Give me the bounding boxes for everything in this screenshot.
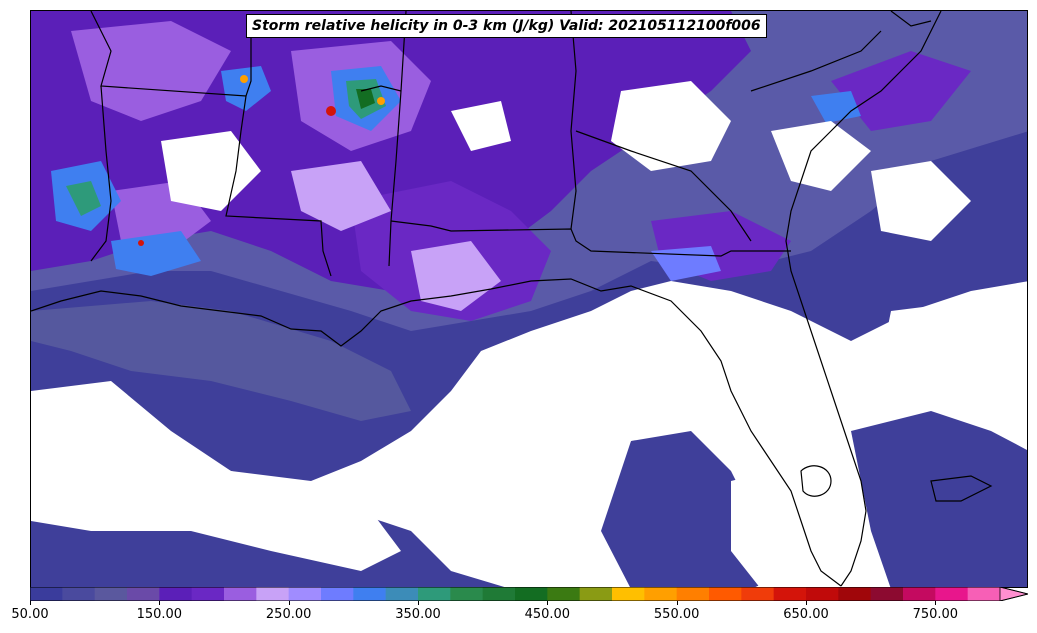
colorbar-swatch: [191, 587, 225, 601]
colorbar-swatch: [870, 587, 904, 601]
colorbar-tick-label: 50.00: [11, 607, 49, 622]
colorbar-swatch: [288, 587, 322, 601]
colorbar-tick-mark: [418, 601, 419, 605]
colorbar-tick-mark: [288, 601, 290, 605]
colorbar-swatch: [94, 587, 128, 601]
colorbar-outline: [30, 587, 1028, 601]
colorbar: [30, 587, 1028, 601]
colorbar-swatch: [450, 587, 484, 601]
helicity-map: [31, 11, 1027, 587]
colorbar-tick-label: 550.00: [653, 607, 700, 622]
colorbar-tick-mark: [547, 601, 549, 605]
colorbar-swatch: [676, 587, 710, 601]
colorbar-extend-arrow: [999, 587, 1028, 601]
colorbar-tick-mark: [30, 601, 31, 605]
colorbar-swatch: [612, 587, 645, 601]
coastlines: [31, 11, 993, 587]
colorbar-tick-label: 150.00: [136, 607, 183, 622]
map-panel: [30, 10, 1028, 588]
colorbar-swatch: [838, 587, 872, 601]
colorbar-tick-mark: [159, 601, 161, 605]
colorbar-swatch: [321, 587, 354, 601]
colorbar-swatch: [30, 587, 63, 601]
colorbar-swatch: [256, 587, 290, 601]
colorbar-swatch: [224, 587, 257, 601]
colorbar-swatch: [62, 587, 96, 601]
colorbar-tick-label: 350.00: [395, 607, 441, 622]
colorbar-swatch: [773, 587, 807, 601]
state-borders: [90, 11, 932, 277]
helicity-field-high: [51, 66, 861, 281]
colorbar-tick-label: 250.00: [265, 607, 312, 622]
colorbar-swatch: [547, 587, 581, 601]
map-title: Storm relative helicity in 0-3 km (J/kg)…: [246, 14, 767, 38]
colorbar-ticks: 50.00 150.00 250.00 350.00 450.00 550.00 650.0…: [0, 601, 1037, 631]
colorbar-tick-label: 650.00: [783, 607, 829, 622]
colorbar-swatch: [482, 587, 516, 601]
colorbar-swatch: [709, 587, 742, 601]
colorbar-swatch: [644, 587, 678, 601]
colorbar-swatch: [741, 587, 775, 601]
colorbar-swatch: [806, 587, 839, 601]
colorbar-tick-mark: [935, 601, 937, 605]
colorbar-swatch: [385, 587, 419, 601]
colorbar-tick-mark: [806, 601, 807, 605]
colorbar-tick-label: 450.00: [524, 607, 571, 622]
colorbar-swatch: [159, 587, 193, 601]
colorbar-swatch: [903, 587, 936, 601]
below-threshold-areas: [31, 81, 1027, 587]
colorbar-tick-mark: [676, 601, 678, 605]
colorbar-swatch: [353, 587, 387, 601]
colorbar-swatches: [30, 587, 1028, 601]
colorbar-tick-label: 750.00: [912, 607, 959, 622]
colorbar-swatch: [418, 587, 451, 601]
colorbar-swatch: [515, 587, 548, 601]
colorbar-swatch: [127, 587, 160, 601]
colorbar-swatch: [935, 587, 969, 601]
colorbar-swatch: [579, 587, 613, 601]
colorbar-swatch: [967, 587, 1001, 601]
